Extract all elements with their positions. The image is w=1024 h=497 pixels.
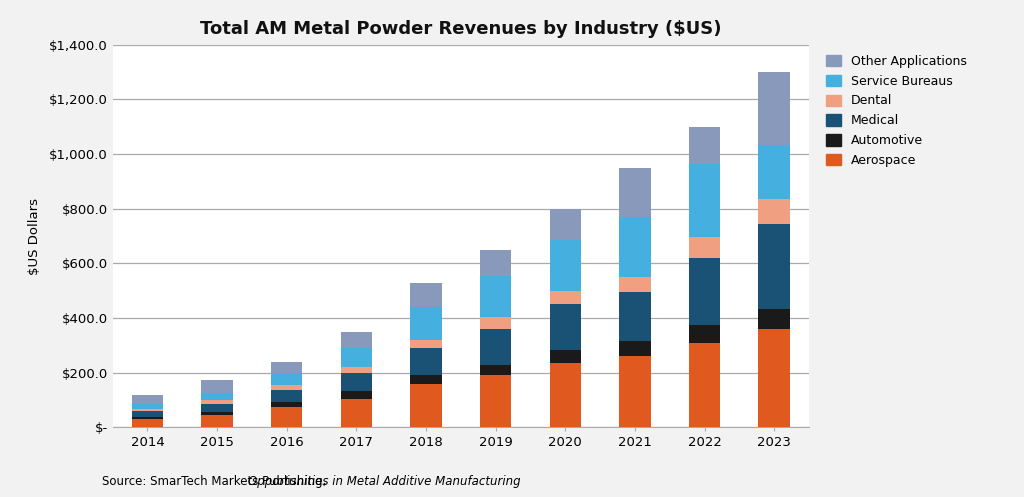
Bar — [411, 348, 441, 376]
Bar — [759, 224, 790, 309]
Bar — [620, 277, 650, 292]
Bar — [759, 309, 790, 329]
Bar — [271, 390, 302, 402]
Bar — [480, 276, 511, 317]
Bar — [689, 238, 720, 258]
Bar — [480, 376, 511, 427]
Bar — [271, 402, 302, 407]
Bar — [620, 167, 650, 217]
Bar — [341, 331, 372, 348]
Bar — [689, 325, 720, 342]
Bar — [620, 356, 650, 427]
Bar — [271, 373, 302, 385]
Bar — [132, 409, 163, 411]
Bar — [689, 342, 720, 427]
Text: Opportunities in Metal Additive Manufacturing: Opportunities in Metal Additive Manufact… — [248, 475, 521, 488]
Bar — [480, 364, 511, 376]
Bar — [132, 411, 163, 417]
Bar — [411, 307, 441, 340]
Title: Total AM Metal Powder Revenues by Industry ($US): Total AM Metal Powder Revenues by Indust… — [200, 19, 722, 38]
Bar — [411, 376, 441, 384]
Bar — [480, 329, 511, 364]
Bar — [202, 401, 232, 404]
Bar — [341, 373, 372, 391]
Bar — [759, 329, 790, 427]
Bar — [132, 395, 163, 404]
Bar — [689, 127, 720, 164]
Bar — [480, 317, 511, 329]
Bar — [271, 407, 302, 427]
Bar — [759, 145, 790, 199]
Bar — [550, 240, 581, 291]
Bar — [411, 384, 441, 427]
Bar — [411, 340, 441, 348]
Bar — [271, 385, 302, 390]
Bar — [202, 404, 232, 412]
Bar — [132, 417, 163, 419]
Bar — [689, 258, 720, 325]
Bar — [620, 217, 650, 277]
Bar — [550, 363, 581, 427]
Y-axis label: $US Dollars: $US Dollars — [28, 198, 41, 274]
Bar — [132, 419, 163, 427]
Bar — [202, 380, 232, 393]
Bar — [341, 348, 372, 367]
Bar — [341, 399, 372, 427]
Bar — [759, 72, 790, 145]
Bar — [550, 304, 581, 349]
Bar — [341, 391, 372, 399]
Bar — [480, 249, 511, 276]
Bar — [689, 164, 720, 238]
Bar — [411, 282, 441, 307]
Bar — [132, 404, 163, 409]
Bar — [620, 341, 650, 356]
Text: Source: SmarTech Markets Publishing,: Source: SmarTech Markets Publishing, — [102, 475, 331, 488]
Bar — [202, 393, 232, 401]
Bar — [759, 199, 790, 224]
Legend: Other Applications, Service Bureaus, Dental, Medical, Automotive, Aerospace: Other Applications, Service Bureaus, Den… — [822, 51, 971, 171]
Bar — [620, 292, 650, 341]
Bar — [202, 415, 232, 427]
Bar — [202, 412, 232, 415]
Bar — [550, 349, 581, 363]
Bar — [271, 362, 302, 373]
Bar — [341, 367, 372, 373]
Bar — [550, 209, 581, 240]
Bar — [550, 291, 581, 304]
